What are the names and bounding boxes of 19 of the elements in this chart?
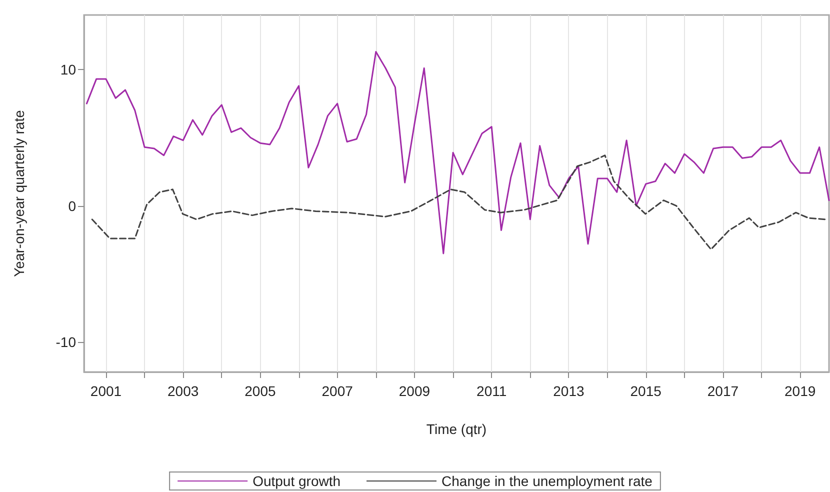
line-series [91,154,826,250]
x-tick-label: 2015 [630,383,662,399]
x-tick-label: 2009 [398,383,430,399]
x-tick-label: 2003 [168,383,199,399]
y-tick-label: 10 [60,62,76,78]
x-tick-label: 2011 [476,383,507,399]
y-tick-label: -10 [56,334,76,350]
x-tick-label: 2019 [784,383,816,399]
legend-label: Change in the unemployment rate [442,473,653,489]
x-tick-label: 2007 [322,383,354,399]
legend-label: Output growth [252,473,341,489]
x-tick-label: 2001 [90,383,122,399]
y-axis-title: Year-on-year quarterly rate [11,110,27,277]
x-tick-label: 2005 [244,383,276,399]
y-tick-label: 0 [68,198,76,214]
x-tick-label: 2017 [707,383,739,399]
x-axis-title: Time (qtr) [426,421,487,437]
x-tick-label: 2013 [553,383,584,399]
line-series [86,51,830,254]
